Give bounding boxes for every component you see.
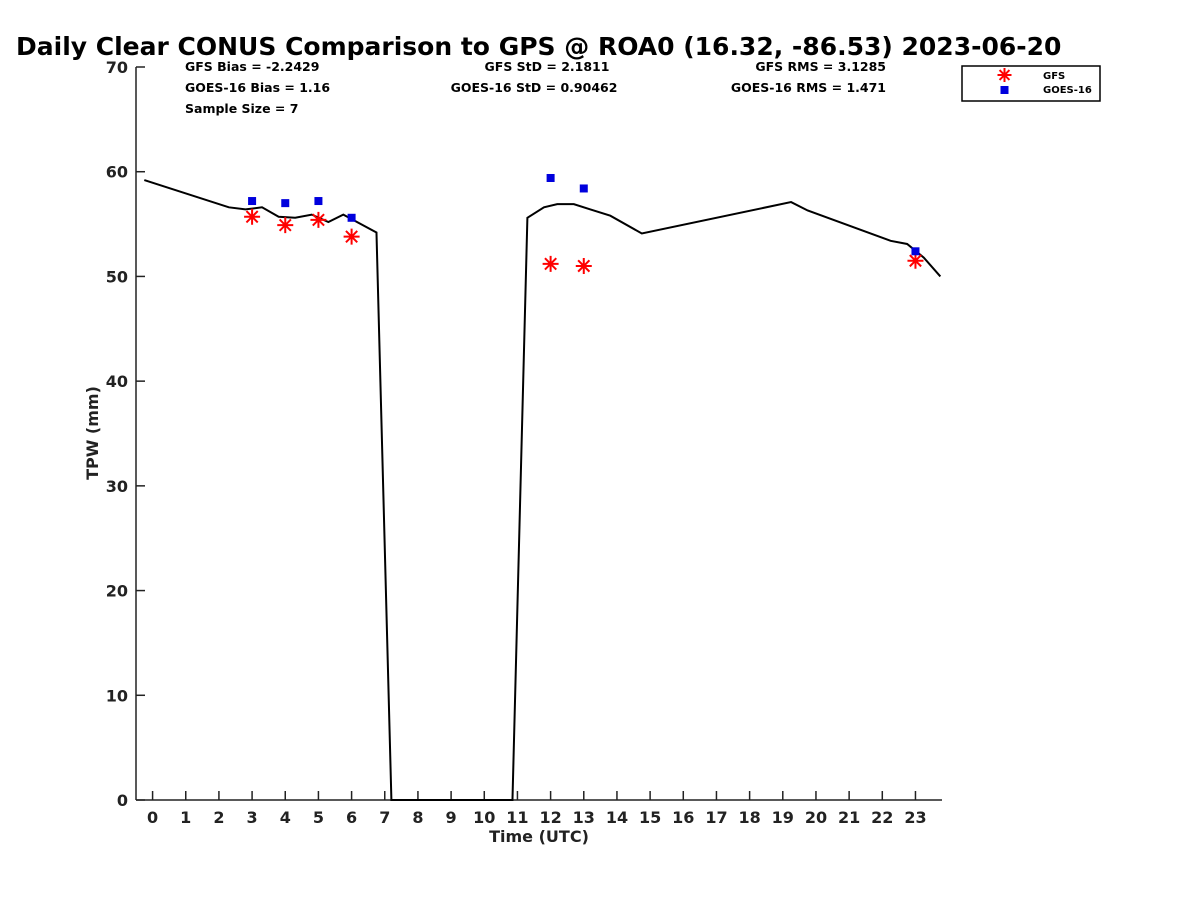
y-tick-label: 60 [106, 163, 128, 182]
x-tick-label: 19 [772, 808, 794, 827]
gfs-point [542, 255, 559, 272]
legend: GFS GOES-16 [961, 65, 1101, 102]
x-tick-label: 6 [346, 808, 357, 827]
gps-tpw-line [143, 179, 942, 801]
y-tick-label: 40 [106, 372, 128, 391]
gfs-point [575, 257, 592, 274]
x-tick-label: 20 [805, 808, 827, 827]
legend-box [961, 65, 1101, 102]
x-tick-label: 0 [147, 808, 158, 827]
gfs-point [277, 217, 294, 234]
sample-size-text: Sample Size = 7 [185, 101, 298, 116]
x-tick-label: 17 [705, 808, 727, 827]
x-tick-label: 18 [738, 808, 760, 827]
goes16-point [546, 173, 555, 182]
x-axis-label: Time (UTC) [489, 827, 589, 846]
y-axis-label: TPW (mm) [83, 386, 102, 480]
x-tick-label: 9 [446, 808, 457, 827]
goes-std-text: GOES-16 StD = 0.90462 [451, 80, 618, 95]
chart-title: Daily Clear CONUS Comparison to GPS @ RO… [16, 32, 1061, 61]
gfs-point [244, 208, 261, 225]
legend-gfs-label: GFS [1043, 71, 1065, 82]
x-tick-label: 1 [180, 808, 191, 827]
legend-gfs-marker [997, 68, 1012, 82]
goes-bias-text: GOES-16 Bias = 1.16 [185, 80, 330, 95]
goes16-point [911, 247, 920, 256]
goes16-point [248, 197, 257, 206]
goes16-point [347, 213, 356, 222]
goes-rms-text: GOES-16 RMS = 1.471 [731, 80, 886, 95]
goes16-point [281, 199, 290, 208]
x-tick-label: 16 [672, 808, 694, 827]
legend-gfs-star [997, 68, 1012, 82]
legend-goes-label: GOES-16 [1043, 85, 1092, 96]
x-tick-label: 8 [412, 808, 423, 827]
goes16-point [579, 184, 588, 193]
x-tick-label: 5 [313, 808, 324, 827]
x-tick-label: 14 [606, 808, 628, 827]
plot-area [143, 173, 942, 801]
x-tick-label: 3 [247, 808, 258, 827]
legend-goes-marker [1000, 86, 1009, 94]
gfs-point [907, 252, 924, 269]
x-tick-label: 4 [280, 808, 291, 827]
y-tick-label: 10 [106, 686, 128, 705]
x-tick-label: 15 [639, 808, 661, 827]
x-tick-label: 22 [871, 808, 893, 827]
x-tick-label: 13 [573, 808, 595, 827]
x-tick-label: 21 [838, 808, 860, 827]
gfs-point [310, 211, 327, 228]
gfs-rms-text: GFS RMS = 3.1285 [755, 59, 886, 74]
goes16-point [314, 197, 323, 206]
y-tick-label: 0 [117, 791, 128, 810]
y-tick-label: 20 [106, 582, 128, 601]
gfs-point [343, 228, 360, 245]
gfs-bias-text: GFS Bias = -2.2429 [185, 59, 319, 74]
y-tick-label: 50 [106, 267, 128, 286]
x-tick-label: 2 [213, 808, 224, 827]
x-tick-label: 11 [506, 808, 528, 827]
x-tick-label: 12 [539, 808, 561, 827]
x-tick-label: 10 [473, 808, 495, 827]
gfs-std-text: GFS StD = 2.1811 [485, 59, 610, 74]
y-tick-label: 30 [106, 477, 128, 496]
x-tick-label: 23 [904, 808, 926, 827]
y-tick-label: 70 [106, 58, 128, 77]
x-tick-label: 7 [379, 808, 390, 827]
